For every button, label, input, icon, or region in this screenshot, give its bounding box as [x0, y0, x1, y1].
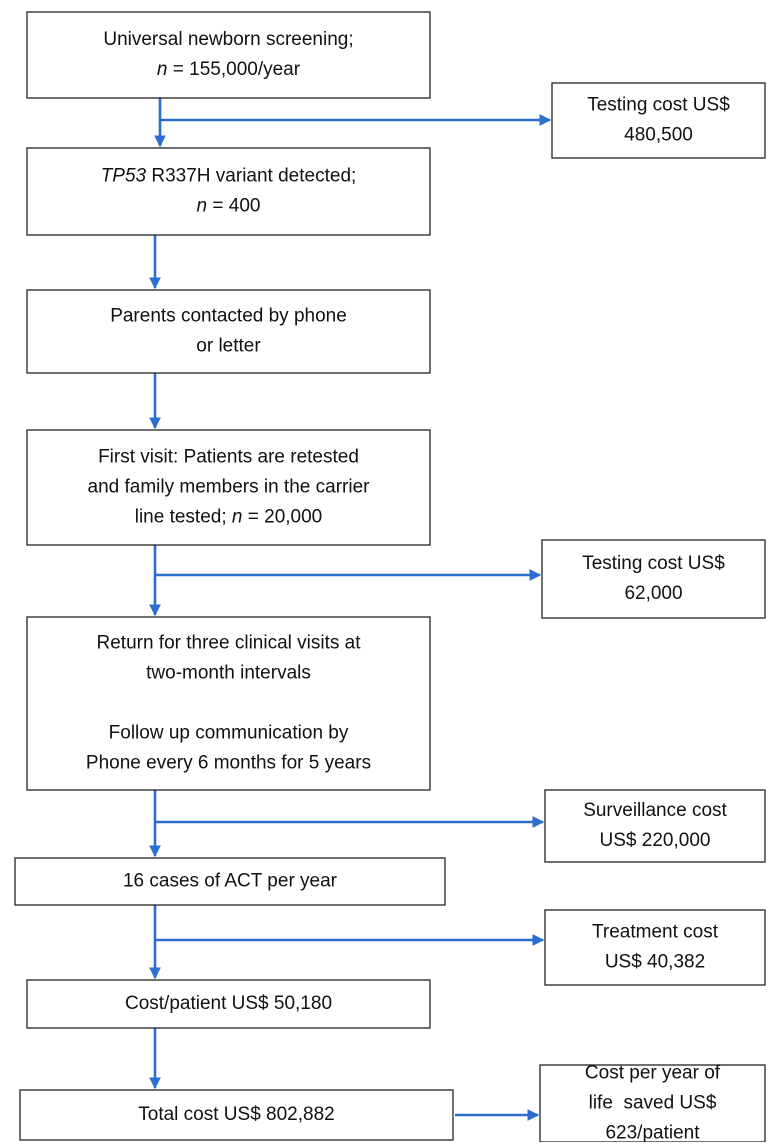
text-segment: = 155,000/year [168, 59, 301, 80]
text-segment: = 20,000 [242, 507, 322, 528]
box-text: First visit: Patients are retested [98, 447, 359, 468]
arrows [149, 98, 552, 1121]
box-text: or letter [196, 336, 261, 357]
box-text: TP53 R337H variant detected; [101, 166, 357, 187]
box-text: Cost/patient US$ 50,180 [125, 993, 332, 1014]
box-text: US$ 220,000 [600, 830, 711, 851]
box-text: Parents contacted by phone [110, 306, 347, 327]
text-segment: n [232, 507, 243, 528]
text-segment: n [157, 59, 168, 80]
flow-step: Cost/patient US$ 50,180 [26, 979, 431, 1029]
boxes: Universal newborn screening; n = 155,000/… [14, 11, 766, 1144]
box [544, 789, 766, 863]
text-segment: = 400 [207, 196, 260, 217]
box [26, 11, 431, 99]
box [551, 82, 766, 159]
box-text: Phone every 6 months for 5 years [86, 753, 371, 774]
box-text: 623/patient [605, 1123, 700, 1142]
box [19, 1089, 454, 1141]
flow-step: First visit: Patients are retested and fa… [26, 429, 431, 546]
box-text: 480,500 [624, 125, 693, 146]
text-segment: R337H variant detected; [146, 166, 356, 187]
box-text: US$ 40,382 [605, 952, 705, 973]
text-segment: line tested; [135, 507, 232, 528]
box [26, 147, 431, 236]
box [26, 616, 431, 791]
text-segment: n [197, 196, 208, 217]
box-text: line tested; n = 20,000 [135, 507, 323, 528]
box-text: Follow up communication by [109, 723, 349, 744]
box-text: 62,000 [624, 583, 682, 604]
cost-box: Testing cost US$ 62,000 [541, 539, 766, 619]
box-text: 16 cases of ACT per year [123, 871, 338, 892]
box-text: Cost per year of [585, 1063, 721, 1084]
box-text: two-month intervals [146, 663, 311, 684]
box-text: Testing cost US$ [587, 95, 730, 116]
cost-box: Cost per year of life saved US$ 623/patien… [539, 1063, 766, 1144]
flow-step: 16 cases of ACT per year [14, 857, 446, 906]
box [14, 857, 446, 906]
flow-step: Parents contacted by phone or letter [26, 289, 431, 374]
box [541, 539, 766, 619]
box [26, 429, 431, 546]
flow-step: Return for three clinical visits at two-m… [26, 616, 431, 791]
cost-box: Testing cost US$ 480,500 [551, 82, 766, 159]
box-text: n = 400 [197, 196, 261, 217]
flow-step: Universal newborn screening; n = 155,000/… [26, 11, 431, 99]
flow-step: TP53 R337H variant detected; n = 400 [26, 147, 431, 236]
box [26, 979, 431, 1029]
flow-step: Total cost US$ 802,882 [19, 1089, 454, 1141]
box-text: Universal newborn screening; [103, 29, 353, 50]
box-text: life saved US$ [589, 1093, 717, 1114]
box [26, 289, 431, 374]
box-text: Total cost US$ 802,882 [138, 1104, 334, 1125]
box [539, 1064, 766, 1143]
box-text: Surveillance cost [583, 800, 727, 821]
box-text: Return for three clinical visits at [97, 633, 362, 654]
box-text: Testing cost US$ [582, 553, 725, 574]
box [544, 909, 766, 986]
box-text: and family members in the carrier [88, 477, 371, 498]
cost-box: Treatment cost US$ 40,382 [544, 909, 766, 986]
text-segment: TP53 [101, 166, 147, 187]
box-text: n = 155,000/year [157, 59, 301, 80]
cost-box: Surveillance cost US$ 220,000 [544, 789, 766, 863]
box-text: Treatment cost [592, 922, 719, 943]
